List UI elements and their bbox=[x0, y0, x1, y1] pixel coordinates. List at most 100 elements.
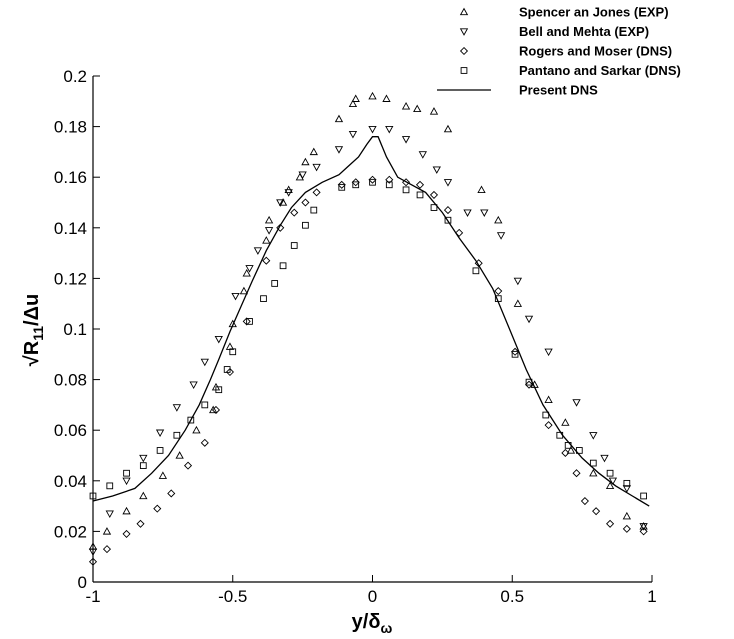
data-point bbox=[542, 411, 550, 419]
legend-label: Rogers and Moser (DNS) bbox=[519, 44, 672, 59]
data-point bbox=[200, 358, 209, 367]
x-tick-label: -0.5 bbox=[218, 587, 247, 606]
data-point bbox=[352, 181, 360, 189]
data-point bbox=[494, 215, 503, 224]
x-tick-label: 0.5 bbox=[500, 587, 524, 606]
legend-marker bbox=[459, 28, 469, 36]
data-point bbox=[348, 131, 358, 139]
data-point bbox=[472, 267, 480, 275]
data-point bbox=[622, 524, 631, 533]
x-tick-label: -1 bbox=[85, 587, 100, 606]
data-point bbox=[201, 401, 209, 409]
data-point bbox=[139, 491, 148, 500]
data-point bbox=[430, 204, 438, 211]
data-point bbox=[122, 506, 131, 515]
data-point bbox=[572, 399, 581, 407]
data-point bbox=[418, 151, 427, 159]
data-point bbox=[382, 94, 391, 102]
data-point bbox=[368, 125, 377, 134]
series-4 bbox=[92, 136, 650, 507]
data-point bbox=[264, 215, 274, 224]
y-tick-label: 0.08 bbox=[54, 371, 87, 390]
data-point bbox=[415, 180, 425, 189]
data-point bbox=[416, 191, 424, 199]
data-point bbox=[589, 432, 598, 440]
y-axis-label: √R11/Δu bbox=[21, 294, 46, 366]
data-point bbox=[276, 199, 285, 207]
data-point bbox=[264, 227, 274, 235]
x-axis-label-main: y/δ bbox=[352, 611, 381, 633]
y-tick-label: 0.1 bbox=[63, 320, 87, 339]
data-point bbox=[158, 471, 168, 479]
data-point bbox=[605, 481, 615, 490]
data-point bbox=[640, 492, 647, 500]
data-point bbox=[639, 527, 648, 536]
data-point bbox=[106, 482, 114, 490]
data-point bbox=[524, 380, 534, 389]
data-point bbox=[301, 198, 310, 207]
data-point bbox=[622, 511, 632, 520]
data-point bbox=[513, 277, 523, 286]
data-point bbox=[262, 236, 271, 244]
data-point bbox=[334, 114, 344, 123]
data-point bbox=[496, 232, 506, 240]
data-point bbox=[278, 198, 288, 206]
data-point bbox=[544, 348, 553, 357]
series-2 bbox=[88, 175, 648, 566]
data-point bbox=[600, 454, 609, 463]
data-point bbox=[271, 280, 279, 287]
y-axis-label-suffix: /Δu bbox=[21, 294, 43, 326]
data-point bbox=[225, 367, 234, 377]
series-0 bbox=[88, 91, 648, 550]
data-point bbox=[511, 350, 519, 358]
data-point bbox=[153, 504, 162, 513]
data-point bbox=[351, 178, 360, 187]
data-point bbox=[589, 459, 597, 467]
data-point bbox=[279, 262, 287, 270]
data-point bbox=[302, 221, 309, 229]
data-point bbox=[312, 188, 321, 197]
data-point bbox=[211, 405, 221, 414]
y-tick-label: 0.06 bbox=[54, 421, 87, 440]
data-point bbox=[229, 348, 237, 356]
data-point bbox=[443, 206, 453, 215]
data-point bbox=[463, 209, 472, 217]
data-point bbox=[385, 175, 394, 184]
data-point bbox=[298, 171, 307, 179]
data-point bbox=[301, 157, 310, 166]
data-point bbox=[290, 208, 299, 217]
data-point bbox=[348, 99, 358, 108]
series-3 bbox=[89, 178, 647, 500]
data-point bbox=[102, 527, 112, 535]
data-point bbox=[139, 454, 148, 463]
legend-marker bbox=[459, 46, 469, 56]
y-tick-label: 0.2 bbox=[63, 67, 87, 86]
data-point bbox=[215, 386, 223, 394]
plot-area bbox=[92, 76, 652, 583]
series-layer bbox=[88, 91, 650, 566]
data-point bbox=[192, 425, 201, 434]
data-point bbox=[122, 477, 131, 486]
legend-marker bbox=[459, 7, 469, 16]
data-point bbox=[401, 102, 411, 110]
series-1 bbox=[88, 125, 648, 556]
legend-label: Bell and Mehta (EXP) bbox=[519, 24, 649, 39]
data-point bbox=[443, 124, 453, 133]
y-tick-label: 0.02 bbox=[54, 522, 87, 541]
data-point bbox=[524, 315, 534, 324]
legend: Spencer an Jones (EXP) Bell and Mehta (EX… bbox=[437, 5, 681, 98]
data-point bbox=[105, 510, 114, 519]
y-tick-label: 0.14 bbox=[54, 219, 87, 238]
data-point bbox=[284, 189, 293, 197]
data-point bbox=[566, 446, 576, 454]
data-point bbox=[511, 347, 520, 356]
data-point bbox=[276, 223, 285, 232]
data-point bbox=[385, 181, 393, 189]
data-point bbox=[338, 183, 346, 191]
data-point bbox=[214, 335, 223, 344]
legend-label: Present DNS bbox=[519, 83, 598, 98]
data-point bbox=[351, 94, 360, 102]
data-point bbox=[102, 545, 112, 554]
data-point bbox=[88, 557, 98, 566]
data-point bbox=[592, 507, 601, 516]
